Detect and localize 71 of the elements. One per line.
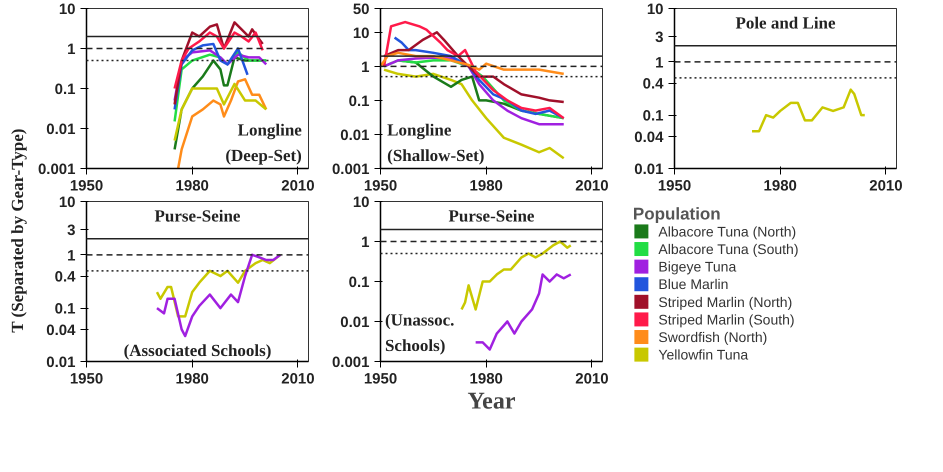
x-tick-label: 1980 <box>176 370 209 388</box>
y-tick-label: 0.001 <box>332 161 370 178</box>
annotation: (Shallow-Set) <box>387 146 484 166</box>
legend-label: Striped Marlin (North) <box>658 294 792 310</box>
chart-title: Pole and Line <box>735 13 836 32</box>
annotation: Longline <box>387 120 452 140</box>
x-tick-label: 1980 <box>470 370 503 388</box>
annotation: Longline <box>238 120 302 140</box>
annotation: Schools) <box>384 336 446 355</box>
legend-title: Population <box>632 204 721 224</box>
x-axis-title: Year <box>468 388 516 414</box>
x-tick-label: 1950 <box>364 178 398 194</box>
y-tick-label: 3 <box>67 222 76 239</box>
x-tick-label: 1950 <box>364 370 398 388</box>
y-tick-label: 1 <box>67 41 76 58</box>
x-tick-label: 1950 <box>70 370 104 388</box>
y-tick-label: 0.01 <box>340 314 370 331</box>
y-tick-label: 10 <box>646 1 664 18</box>
y-tick-label: 0.04 <box>46 322 76 339</box>
legend-label: Yellowfin Tuna <box>658 346 748 363</box>
annotation: (Associated Schools) <box>124 340 272 360</box>
x-tick-label: 2010 <box>281 178 315 194</box>
y-tick-label: 1 <box>655 54 664 72</box>
y-tick-label: 0.1 <box>642 108 664 125</box>
annotation: (Deep-Set) <box>225 146 302 166</box>
y-tick-label: 10 <box>58 1 76 18</box>
y-tick-label: 0.1 <box>54 81 76 98</box>
y-tick-label: 10 <box>352 194 370 211</box>
x-tick-label: 1950 <box>658 178 692 194</box>
y-axis-title: T (Separated by Gear-Type) <box>8 128 27 333</box>
legend-label: Striped Marlin (South) <box>658 311 795 328</box>
line-series <box>460 240 572 311</box>
legend-label: Blue Marlin <box>658 276 728 292</box>
y-tick-label: 0.01 <box>340 126 370 144</box>
y-tick-label: 0.001 <box>332 354 370 371</box>
chart-title: Purse-Seine <box>154 206 241 226</box>
y-tick-label: 0.4 <box>54 268 76 286</box>
y-tick-label: 10 <box>352 24 370 42</box>
x-tick-label: 1980 <box>470 178 503 194</box>
line-series <box>750 88 866 132</box>
y-tick-label: 0.4 <box>642 76 664 93</box>
y-tick-label: 0.01 <box>46 121 76 138</box>
x-tick-label: 2010 <box>575 178 609 194</box>
line-series <box>156 254 282 338</box>
legend-label: Swordfish (North) <box>658 329 768 346</box>
y-tick-label: 50 <box>352 1 370 18</box>
y-tick-label: 0.01 <box>46 354 76 371</box>
legend-label: Bigeye Tuna <box>658 258 736 275</box>
annotation: (Unassoc. <box>384 310 454 330</box>
line-series <box>474 273 572 351</box>
x-tick-label: 1980 <box>764 178 797 194</box>
x-tick-label: 2010 <box>281 370 315 388</box>
y-tick-label: 1 <box>361 58 370 76</box>
y-tick-label: 0.001 <box>38 161 76 178</box>
x-tick-label: 2010 <box>869 178 903 194</box>
y-tick-label: 3 <box>655 28 664 46</box>
y-tick-label: 0.01 <box>634 161 664 178</box>
chart-title: Purse-Seine <box>448 206 535 226</box>
y-tick-label: 0.1 <box>348 274 370 291</box>
x-tick-label: 2010 <box>575 370 609 388</box>
legend-label: Albacore Tuna (North) <box>658 223 796 240</box>
x-tick-label: 1950 <box>70 178 104 194</box>
y-tick-label: 1 <box>67 247 76 264</box>
y-tick-label: 0.1 <box>348 92 370 110</box>
y-tick-label: 0.1 <box>54 300 76 318</box>
legend-label: Albacore Tuna (South) <box>658 241 799 258</box>
line-series <box>382 20 565 120</box>
y-tick-label: 10 <box>58 194 76 211</box>
y-tick-label: 0.04 <box>634 128 664 146</box>
x-tick-label: 1980 <box>176 178 209 194</box>
y-tick-label: 1 <box>361 234 370 251</box>
